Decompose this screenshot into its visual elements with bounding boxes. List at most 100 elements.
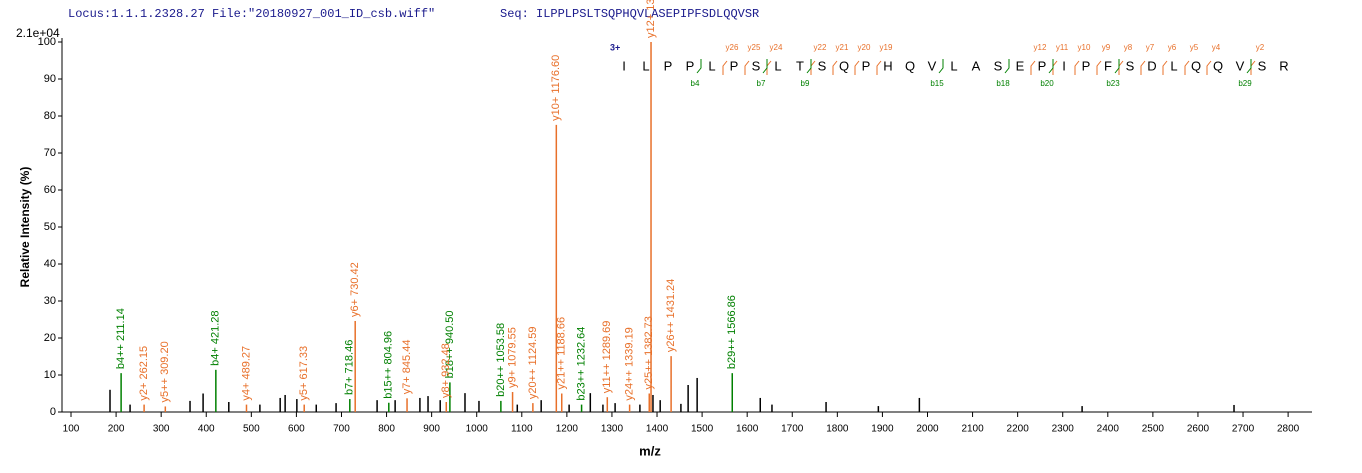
y-ion-bracket	[722, 60, 728, 75]
y-ion-bracket	[1140, 60, 1146, 75]
b-ion-bracket	[938, 59, 944, 74]
peak-label: y20++ 1124.59	[527, 327, 539, 400]
b-ion-bracket	[1246, 59, 1252, 74]
b-ion-bracket	[696, 59, 702, 74]
peak-label: b20++ 1053.58	[495, 323, 507, 397]
residue: P	[730, 58, 739, 73]
residue: S	[818, 58, 827, 73]
x-tick-label: 1600	[736, 424, 759, 435]
y-ion-bracket	[1184, 60, 1190, 75]
b-ion-bracket	[1048, 59, 1054, 74]
y-tick-label: 70	[44, 147, 56, 159]
x-tick-label: 1900	[871, 424, 894, 435]
peak-label: y25++ 1382.73	[643, 316, 655, 389]
b-ion-label: b7	[757, 79, 766, 88]
residue: V	[928, 58, 937, 73]
b-ion-bracket	[1004, 59, 1010, 74]
residue: Q	[1191, 58, 1201, 73]
residue: L	[950, 58, 957, 73]
peak-label: b18++ 940.50	[444, 310, 456, 378]
charge-label: 3+	[610, 42, 620, 52]
residue: P	[862, 58, 871, 73]
y-tick-label: 100	[38, 36, 56, 48]
x-tick-label: 600	[288, 424, 305, 435]
y-ion-bracket	[744, 60, 750, 75]
x-tick-label: 100	[63, 424, 80, 435]
b-ion-label: b23	[1106, 79, 1120, 88]
x-tick-label: 2000	[916, 424, 939, 435]
b-ion-label: b20	[1040, 79, 1054, 88]
peak-label: b15++ 804.96	[383, 331, 395, 399]
x-tick-label: 2400	[1097, 424, 1120, 435]
peak-label: y5++ 309.20	[159, 341, 171, 402]
y-ion-label: y20	[858, 43, 871, 52]
y-tick-label: 10	[44, 369, 56, 381]
x-tick-label: 900	[423, 424, 440, 435]
residue: S	[1258, 58, 1267, 73]
x-tick-label: 800	[378, 424, 395, 435]
peak-label: y6+ 730.42	[349, 262, 361, 317]
y-ion-label: y11	[1056, 43, 1069, 52]
y-ion-bracket	[1096, 60, 1102, 75]
peak-label: b4+ 421.28	[210, 310, 222, 365]
y-tick-label: 60	[44, 184, 56, 196]
y-tick-label: 30	[44, 295, 56, 307]
peak-label: b4++ 211.14	[115, 308, 127, 369]
x-tick-label: 500	[243, 424, 260, 435]
y-ion-bracket	[832, 60, 838, 75]
peak-label: y11++ 1289.69	[601, 321, 613, 394]
residue: Q	[1213, 58, 1223, 73]
y-ion-label: y19	[880, 43, 893, 52]
y-ion-bracket	[1162, 60, 1168, 75]
y-ion-bracket	[1030, 60, 1036, 75]
b-ion-label: b4	[691, 79, 700, 88]
y-ion-label: y22	[814, 43, 827, 52]
y-ion-label: y7	[1146, 43, 1155, 52]
residue: T	[796, 58, 804, 73]
peak-label: y4+ 489.27	[240, 346, 252, 401]
y-tick-label: 80	[44, 110, 56, 122]
x-tick-label: 200	[108, 424, 125, 435]
y-ion-label: y9	[1102, 43, 1111, 52]
x-tick-label: 1200	[556, 424, 579, 435]
y-ion-label: y8	[1124, 43, 1133, 52]
residue: L	[708, 58, 715, 73]
residue: P	[686, 58, 695, 73]
y-ion-label: y10	[1078, 43, 1091, 52]
y-ion-label: y4	[1212, 43, 1221, 52]
scale-label: 2.1e+04	[16, 26, 60, 40]
residue: S	[752, 58, 761, 73]
residue: S	[994, 58, 1003, 73]
residue: Q	[839, 58, 849, 73]
peak-label: y26++ 1431.24	[665, 279, 677, 352]
header-locus: Locus:1.1.1.2328.27 File:"20180927_001_I…	[68, 7, 435, 21]
b-ion-bracket	[1114, 59, 1120, 74]
y-ion-bracket	[1074, 60, 1080, 75]
peak-label: y12+ 1386.7	[645, 0, 657, 38]
x-tick-label: 1000	[466, 424, 489, 435]
residue: L	[774, 58, 781, 73]
x-tick-label: 2500	[1142, 424, 1165, 435]
x-tick-label: 2100	[961, 424, 984, 435]
x-tick-label: 1100	[511, 424, 533, 435]
x-tick-label: 1400	[646, 424, 669, 435]
residue: H	[883, 58, 892, 73]
y-ion-label: y26	[726, 43, 739, 52]
x-tick-label: 2600	[1187, 424, 1210, 435]
b-ion-label: b29	[1238, 79, 1252, 88]
residue: S	[1126, 58, 1135, 73]
y-tick-label: 0	[50, 406, 56, 418]
y-ion-bracket	[810, 60, 816, 75]
x-tick-label: 2300	[1052, 424, 1075, 435]
peak-label: y5+ 617.33	[298, 346, 310, 401]
b-ion-bracket	[762, 59, 768, 74]
header-seq: Seq: ILPPLPSLTSQPHQVLASEPIPFSDLQQVSR	[500, 7, 759, 21]
peak-label: y2+ 262.15	[138, 346, 150, 401]
peak-label: b29++ 1566.86	[726, 295, 738, 369]
b-ion-label: b18	[996, 79, 1010, 88]
residue: D	[1147, 58, 1156, 73]
x-tick-label: 1500	[691, 424, 714, 435]
peak-label: b7+ 718.46	[344, 340, 356, 395]
y-ion-label: y12	[1034, 43, 1047, 52]
